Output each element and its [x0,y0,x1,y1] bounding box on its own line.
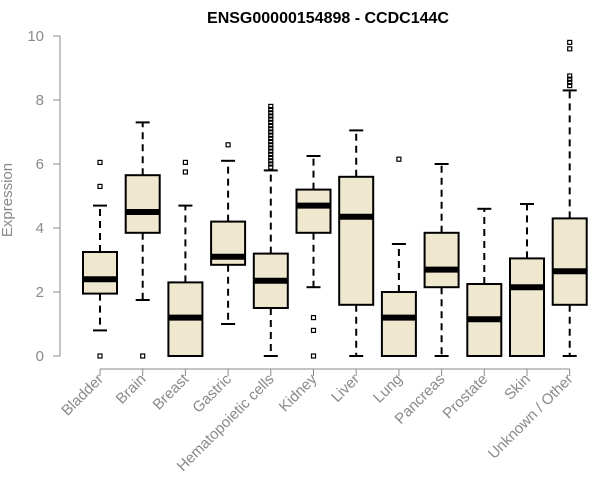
y-tick-label: 6 [36,156,44,173]
outlier-point [268,103,274,110]
iqr-box [82,251,118,295]
x-tick-label: Liver [328,371,363,406]
box-prostate [466,207,503,357]
x-tick-label: Brain [113,371,150,408]
outlier-point [567,46,573,52]
outlier-point [182,169,188,175]
outlier-point [268,139,274,145]
x-tick-label: Lung [370,371,406,407]
outlier-point [268,145,274,151]
outlier-point [268,164,274,170]
iqr-box [124,174,161,234]
outlier-point [310,315,317,321]
outlier-point [268,158,274,164]
box-unknown-other [551,39,588,357]
boxes [82,39,588,359]
outlier-point [268,155,274,161]
box-kidney [295,155,332,359]
outlier-point [567,82,573,89]
x-tick-label: Breast [150,370,193,413]
outlier-point [268,148,274,154]
outlier-point [140,353,146,359]
box-bladder [82,159,118,359]
outlier-point [310,353,317,359]
box-lung [380,156,417,357]
outlier-point [268,119,274,126]
outlier-point [567,39,573,46]
y-tick-label: 2 [36,284,44,301]
box-breast [167,159,204,357]
outlier-point [268,135,274,141]
iqr-box [380,291,417,357]
outlier-point [268,161,274,167]
y-tick-label: 10 [27,28,44,45]
iqr-box [338,175,375,306]
outlier-point [225,142,231,148]
outlier-point [182,159,188,165]
x-tick-label: Kidney [276,370,321,415]
outlier-point [268,116,274,122]
iqr-box [423,231,460,289]
outlier-point [268,110,274,116]
box-gastric [210,142,247,325]
y-tick-label: 0 [36,348,44,365]
box-hematopoietic-cells [252,103,289,357]
box-pancreas [423,163,460,357]
x-tick-label: Skin [501,371,534,404]
box-brain [124,121,161,359]
outlier-point [268,129,274,135]
iqr-box [509,257,545,357]
iqr-box [295,188,332,234]
outlier-point [310,327,317,333]
outlier-point [97,159,103,165]
outlier-point [396,156,402,162]
outlier-point [97,183,103,189]
box-skin [509,203,545,357]
outlier-point [567,76,573,82]
x-tick-label: Prostate [440,371,492,423]
y-tick-label: 4 [36,220,44,237]
chart-title: ENSG00000154898 - CCDC144C [207,10,449,27]
outlier-point [268,106,274,113]
outlier-point [268,126,274,132]
outlier-point [268,151,274,157]
y-axis-label: Expression [0,163,16,237]
x-tick-label: Bladder [58,371,107,420]
outlier-point [268,113,274,119]
outlier-point [567,79,573,86]
outlier-point [268,122,274,129]
outlier-point [567,73,573,79]
outlier-point [97,353,103,359]
outlier-point [268,142,274,148]
outlier-point [268,132,274,138]
iqr-box [551,217,588,306]
box-liver [338,129,375,357]
y-tick-label: 8 [36,92,44,109]
